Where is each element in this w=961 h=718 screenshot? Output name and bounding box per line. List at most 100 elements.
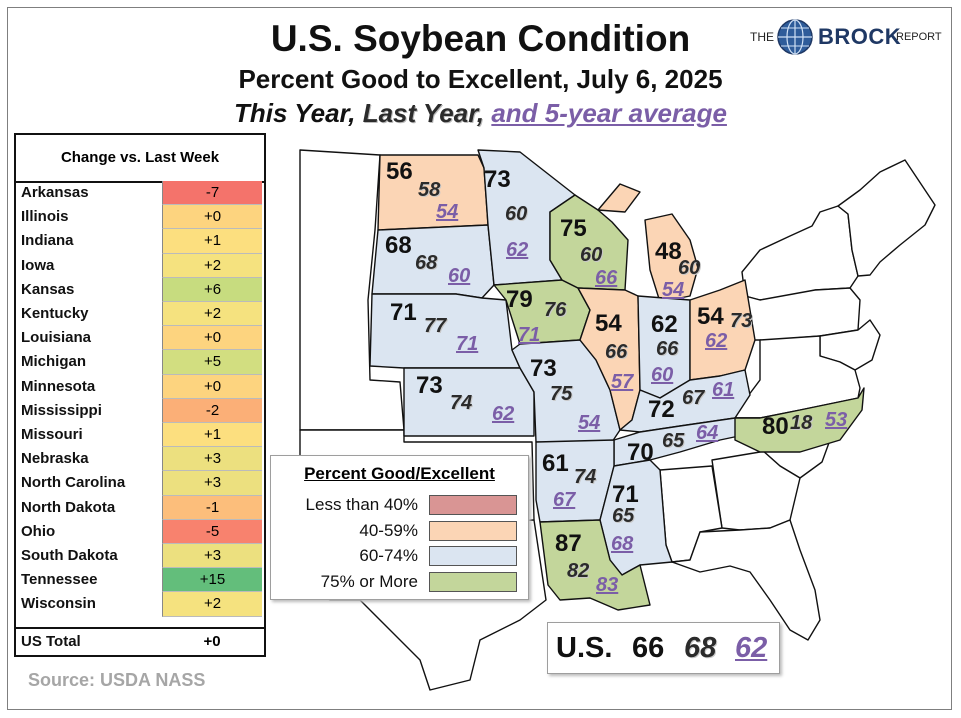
source-note: Source: USDA NASS <box>28 670 206 690</box>
row-change-value: -2 <box>162 398 262 423</box>
map-legend-item: 60-74% <box>271 544 528 568</box>
map-legend-label: 75% or More <box>320 571 418 591</box>
state-wi-5yr-avg: 66 <box>595 267 618 289</box>
state-nd-5yr-avg: 54 <box>436 201 459 223</box>
row-state-name: Missouri <box>21 426 83 443</box>
globe-icon <box>777 19 813 55</box>
state-ks-this-year: 73 <box>416 372 443 399</box>
row-change-value: +5 <box>162 350 262 375</box>
change-table-row: Ohio -5 <box>16 519 264 544</box>
change-table-row: North Carolina +3 <box>16 471 264 496</box>
state-nd-this-year: 56 <box>386 158 413 185</box>
series-key-5yr-avg: and 5-year average <box>491 98 727 128</box>
map-legend-label: Less than 40% <box>305 495 418 514</box>
state-oh-5yr-avg: 62 <box>705 330 728 352</box>
state-in-5yr-avg: 60 <box>651 364 674 386</box>
state-mn-5yr-avg: 62 <box>506 239 529 261</box>
map-legend-item: 75% or More <box>271 570 528 594</box>
logo-prefix: THE <box>750 30 774 44</box>
state-mn-last-year: 60 <box>505 203 528 225</box>
change-table-row: Minnesota +0 <box>16 374 264 399</box>
state-ks-last-year: 74 <box>450 392 473 414</box>
series-key-last-year: Last Year, <box>362 98 485 128</box>
state-tn-this-year: 70 <box>627 439 654 466</box>
state-mi-last-year: 60 <box>678 257 701 279</box>
us-total-this-year: 66 <box>632 632 665 664</box>
map-legend-swatch <box>429 571 517 592</box>
state-mi-this-year: 48 <box>655 238 682 265</box>
state-ms-5yr-avg: 68 <box>611 533 634 555</box>
state-outline-fl <box>671 519 821 641</box>
state-ms-last-year: 65 <box>612 505 635 527</box>
state-wi-this-year: 75 <box>560 215 587 242</box>
row-change-value: +1 <box>162 229 262 254</box>
total-label: US Total <box>21 633 81 650</box>
row-change-value: +2 <box>162 592 262 617</box>
state-mo-last-year: 75 <box>550 383 573 405</box>
row-state-name: Arkansas <box>21 184 89 201</box>
us-total-5yr-avg: 62 <box>735 632 768 664</box>
change-table-row: Indiana +1 <box>16 229 264 254</box>
state-ky-this-year: 72 <box>648 396 675 423</box>
map-legend-swatch <box>429 495 517 515</box>
row-change-value: +2 <box>162 302 262 327</box>
state-la-this-year: 87 <box>555 530 582 557</box>
state-ne-this-year: 71 <box>390 299 417 326</box>
change-table-row: North Dakota -1 <box>16 495 264 520</box>
series-key-this-year: This Year, <box>234 98 356 128</box>
state-nc-this-year: 80 <box>762 413 789 440</box>
map-legend: Percent Good/Excellent Less than 40% 40-5… <box>270 455 529 600</box>
row-state-name: Kansas <box>21 280 75 298</box>
state-il-5yr-avg: 57 <box>611 371 634 393</box>
state-ne-5yr-avg: 71 <box>456 333 479 355</box>
row-state-name: Kentucky <box>21 305 89 322</box>
state-tn-last-year: 65 <box>662 430 685 452</box>
row-state-name: Indiana <box>21 232 74 250</box>
logo-name: BROCK <box>818 24 902 49</box>
row-state-name: North Dakota <box>21 498 116 516</box>
state-outline-new-england <box>837 159 936 277</box>
row-state-name: Wisconsin <box>21 595 96 613</box>
row-change-value: +15 <box>162 568 262 593</box>
change-vs-last-week-table: Change vs. Last Week Arkansas -7 Illinois +… <box>14 133 266 657</box>
logo-suffix: REPORT <box>896 31 942 43</box>
state-la-5yr-avg: 83 <box>596 574 619 596</box>
change-table-row: Kansas +6 <box>16 277 264 302</box>
row-state-name: Louisiana <box>21 329 92 347</box>
state-ia-last-year: 76 <box>544 299 567 321</box>
row-change-value: +0 <box>162 374 262 399</box>
state-il-this-year: 54 <box>595 310 622 337</box>
state-shape-nc <box>734 387 865 453</box>
state-ia-5yr-avg: 71 <box>518 324 541 346</box>
state-oh-this-year: 54 <box>697 303 724 330</box>
row-change-value: +2 <box>162 253 262 278</box>
change-table-row: Missouri +1 <box>16 423 264 448</box>
us-total-last-year: 68 <box>684 632 717 664</box>
change-table-total-row: US Total +0 <box>16 627 264 655</box>
state-oh-last-year: 73 <box>730 310 753 332</box>
row-state-name: Minnesota <box>21 377 96 395</box>
change-table-row: Iowa +2 <box>16 253 264 278</box>
row-change-value: -1 <box>162 495 262 520</box>
row-state-name: Iowa <box>21 256 55 274</box>
state-mo-this-year: 73 <box>530 355 557 382</box>
change-table-row: Illinois +0 <box>16 205 264 230</box>
state-wi-last-year: 60 <box>580 244 603 266</box>
state-sd-5yr-avg: 60 <box>448 265 471 287</box>
state-ks-5yr-avg: 62 <box>492 403 515 425</box>
row-change-value: +0 <box>162 205 262 230</box>
state-in-last-year: 66 <box>656 338 679 360</box>
state-ar-5yr-avg: 67 <box>553 489 576 511</box>
state-mo-5yr-avg: 54 <box>578 412 601 434</box>
row-state-name: Illinois <box>21 208 69 226</box>
change-table-row: Michigan +5 <box>16 350 264 375</box>
state-ar-last-year: 74 <box>574 466 597 488</box>
state-ne-last-year: 77 <box>424 315 447 337</box>
row-change-value: -7 <box>162 181 262 206</box>
state-shape-ms <box>599 459 673 576</box>
map-legend-swatch <box>429 520 517 541</box>
change-table-row: Tennessee +15 <box>16 568 264 593</box>
change-table-row: Nebraska +3 <box>16 447 264 472</box>
state-mi-5yr-avg: 54 <box>662 279 685 301</box>
chart-subtitle: Percent Good to Excellent, July 6, 2025 <box>238 64 723 94</box>
